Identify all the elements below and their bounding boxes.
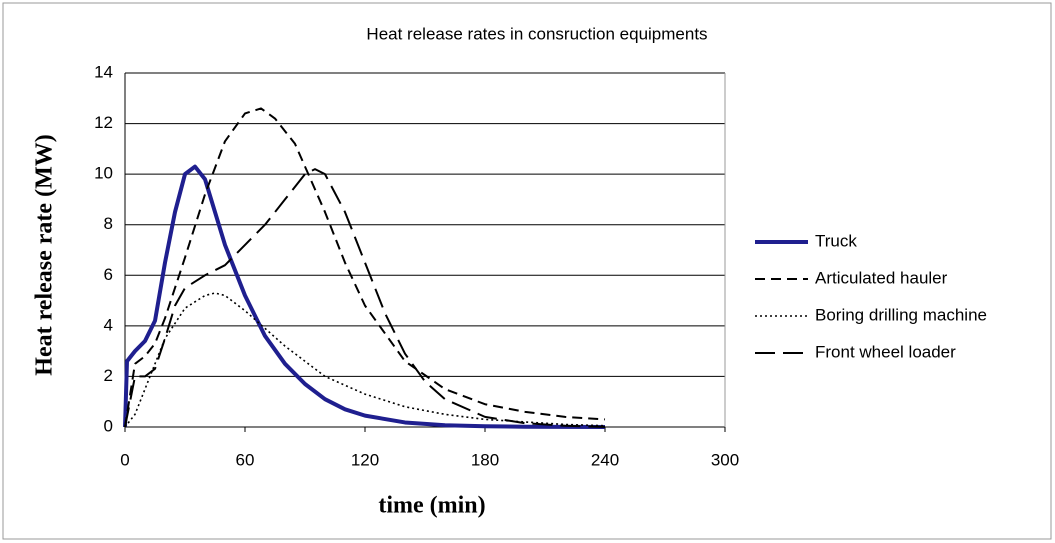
legend-label: Boring drilling machine	[815, 305, 987, 324]
y-tick-label: 10	[94, 164, 113, 183]
y-tick-label: 14	[94, 62, 113, 81]
x-tick-label: 120	[351, 450, 379, 469]
x-tick-label: 240	[591, 450, 619, 469]
chart-title: Heat release rates in consruction equipm…	[366, 24, 707, 43]
x-tick-label: 300	[711, 450, 739, 469]
y-tick-label: 6	[104, 265, 113, 284]
legend-label: Articulated hauler	[815, 268, 948, 287]
x-tick-label: 0	[120, 450, 129, 469]
legend-label: Truck	[815, 231, 857, 250]
series-line	[123, 164, 606, 429]
y-tick-label: 0	[104, 416, 113, 435]
y-tick-label: 2	[104, 366, 113, 385]
x-tick-label: 60	[236, 450, 255, 469]
y-tick-label: 8	[104, 214, 113, 233]
y-tick-label: 4	[104, 315, 113, 334]
legend-label: Front wheel loader	[815, 342, 956, 361]
x-tick-label: 180	[471, 450, 499, 469]
series-line	[124, 292, 606, 428]
series-line	[124, 107, 606, 428]
y-tick-label: 12	[94, 113, 113, 132]
x-axis-label: time (min)	[378, 493, 485, 519]
y-axis-label: Heat release rate (MW)	[32, 134, 58, 375]
